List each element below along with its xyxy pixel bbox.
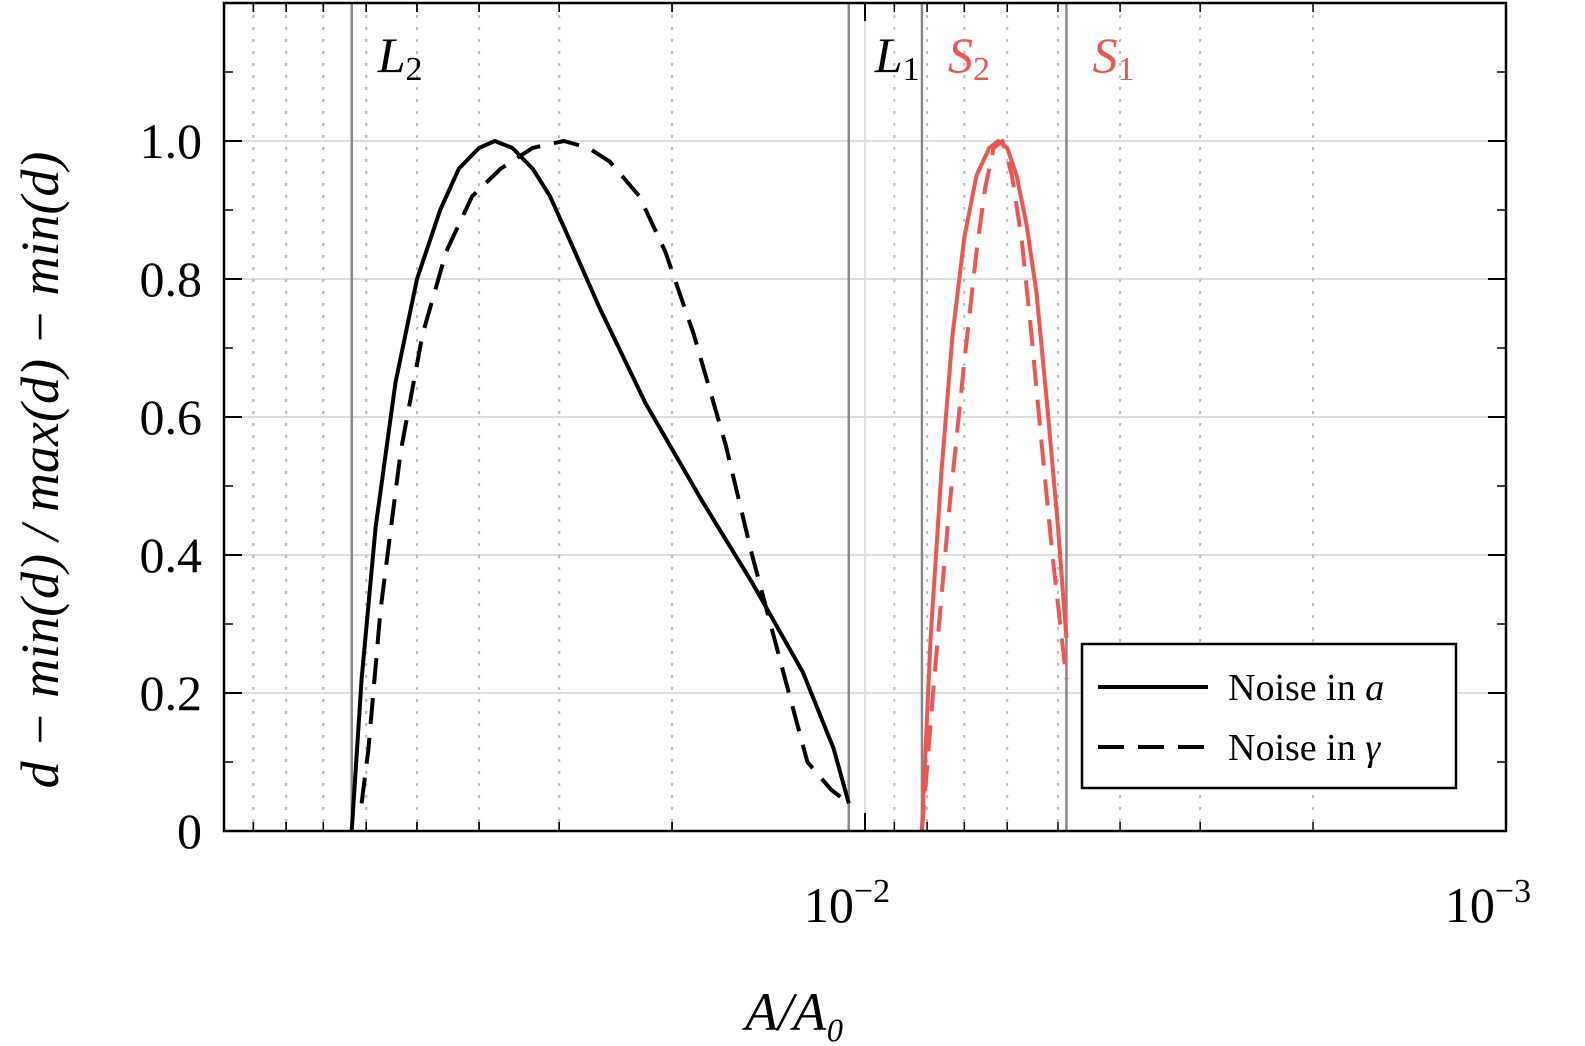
legend: Noise in a Noise in γ [1080, 642, 1458, 790]
y-tick-label: 1.0 [140, 113, 203, 169]
axes [222, 1, 1508, 833]
series-line-2 [359, 139, 851, 805]
series-line-3 [919, 139, 1069, 832]
y-axis-title: d − min(d) / max(d) − min(d) [10, 152, 70, 789]
tick-labels: 0 0.2 0.4 0.6 0.8 1.0 10−2 10−3 L2 L1 S2 S1 [140, 27, 1532, 933]
y-tick-label: 0.4 [140, 527, 203, 583]
legend-label: Noise in γ [1228, 727, 1381, 769]
legend-box [1080, 642, 1458, 790]
series-lines [349, 139, 1069, 832]
marker-label: S2 [948, 27, 990, 88]
marker-label: L1 [874, 27, 920, 88]
y-tick-label: 0 [177, 803, 202, 859]
y-tick-label: 0.2 [140, 665, 203, 721]
x-tick-label: 10−3 [1445, 873, 1531, 933]
marker-lines [350, 3, 1068, 831]
y-tick-label: 0.8 [140, 251, 203, 307]
x-axis-title: A/A₀ [742, 982, 845, 1042]
legend-label: Noise in a [1228, 667, 1384, 709]
marker-label: L2 [377, 27, 423, 88]
marker-label: S1 [1092, 27, 1134, 88]
series-line-4 [919, 139, 1069, 832]
x-tick-label: 10−2 [804, 873, 890, 933]
y-tick-label: 0.6 [140, 389, 203, 445]
plot-frame [222, 1, 1508, 833]
series-line-1 [349, 139, 851, 832]
